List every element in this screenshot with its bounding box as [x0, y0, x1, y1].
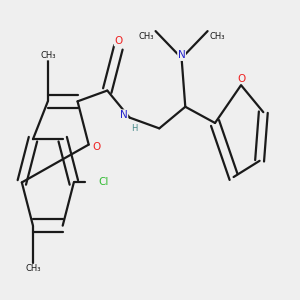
Text: CH₃: CH₃ — [40, 51, 56, 60]
Text: N: N — [120, 110, 128, 120]
Text: O: O — [114, 36, 122, 46]
Text: N: N — [178, 50, 185, 60]
Text: CH₃: CH₃ — [209, 32, 225, 41]
Text: O: O — [237, 74, 245, 84]
Text: H: H — [131, 124, 137, 133]
Text: CH₃: CH₃ — [138, 32, 154, 41]
Text: CH₃: CH₃ — [25, 264, 41, 273]
Text: O: O — [92, 142, 101, 152]
Text: Cl: Cl — [98, 177, 108, 188]
